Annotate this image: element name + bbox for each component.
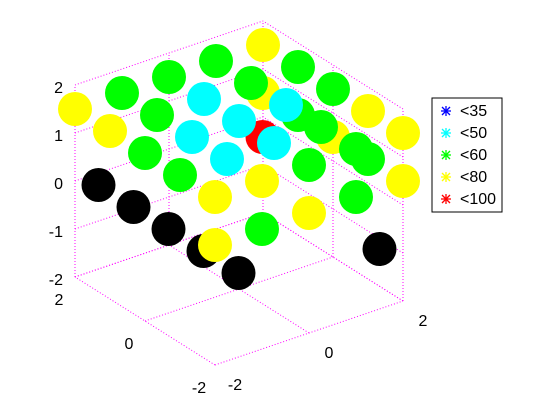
legend-marker	[441, 106, 451, 116]
grid-line	[262, 116, 404, 206]
point	[221, 256, 256, 290]
point	[316, 72, 350, 106]
z-tick-label: 2	[54, 80, 63, 97]
legend-marker	[441, 194, 451, 204]
grid-line	[214, 300, 404, 366]
point	[281, 50, 315, 84]
point	[351, 94, 385, 128]
point	[210, 142, 244, 176]
z-tick-label: -2	[49, 272, 63, 289]
point	[93, 114, 127, 148]
point	[58, 92, 92, 126]
z-tick-label: 1	[54, 128, 63, 145]
legend-label: <80	[460, 169, 487, 186]
legend-marker	[441, 128, 451, 138]
point	[199, 44, 233, 78]
legend-label: <100	[460, 191, 496, 208]
x-tick-label: 0	[325, 345, 334, 362]
legend-label: <35	[460, 103, 487, 120]
point	[292, 148, 326, 182]
grid-line	[74, 164, 264, 230]
x-tick-label: -2	[228, 377, 242, 394]
point	[339, 180, 373, 214]
point	[245, 212, 279, 246]
point	[151, 212, 186, 246]
legend-label: <50	[460, 125, 487, 142]
point	[175, 120, 209, 154]
point	[234, 66, 268, 100]
point	[198, 228, 232, 262]
x-tick-label: 2	[419, 313, 428, 330]
point	[152, 60, 186, 94]
point	[304, 110, 338, 144]
grid-line	[262, 20, 404, 110]
z-tick-label: 0	[54, 176, 63, 193]
point	[245, 164, 279, 198]
point	[269, 88, 303, 122]
point	[257, 126, 291, 160]
point	[292, 196, 326, 230]
z-tick-label: -1	[49, 224, 63, 241]
point	[339, 132, 373, 166]
grid-line	[168, 244, 310, 334]
point	[222, 104, 256, 138]
point	[246, 28, 280, 62]
point	[105, 76, 139, 110]
point	[81, 168, 116, 202]
point	[116, 190, 151, 224]
point	[198, 180, 232, 214]
point	[163, 158, 197, 192]
grid-line	[262, 212, 404, 302]
grid-line	[74, 20, 264, 86]
y-tick-label: -2	[192, 380, 206, 397]
y-tick-label: 2	[55, 292, 64, 309]
grid-line	[74, 276, 216, 366]
point	[362, 232, 397, 266]
point	[386, 116, 420, 150]
legend-marker	[441, 150, 451, 160]
point	[140, 98, 174, 132]
point	[128, 136, 162, 170]
legend-marker	[441, 172, 451, 182]
legend-label: <60	[460, 147, 487, 164]
y-tick-label: 0	[125, 336, 134, 353]
grid-line	[262, 68, 404, 158]
point	[386, 164, 420, 198]
point	[187, 82, 221, 116]
